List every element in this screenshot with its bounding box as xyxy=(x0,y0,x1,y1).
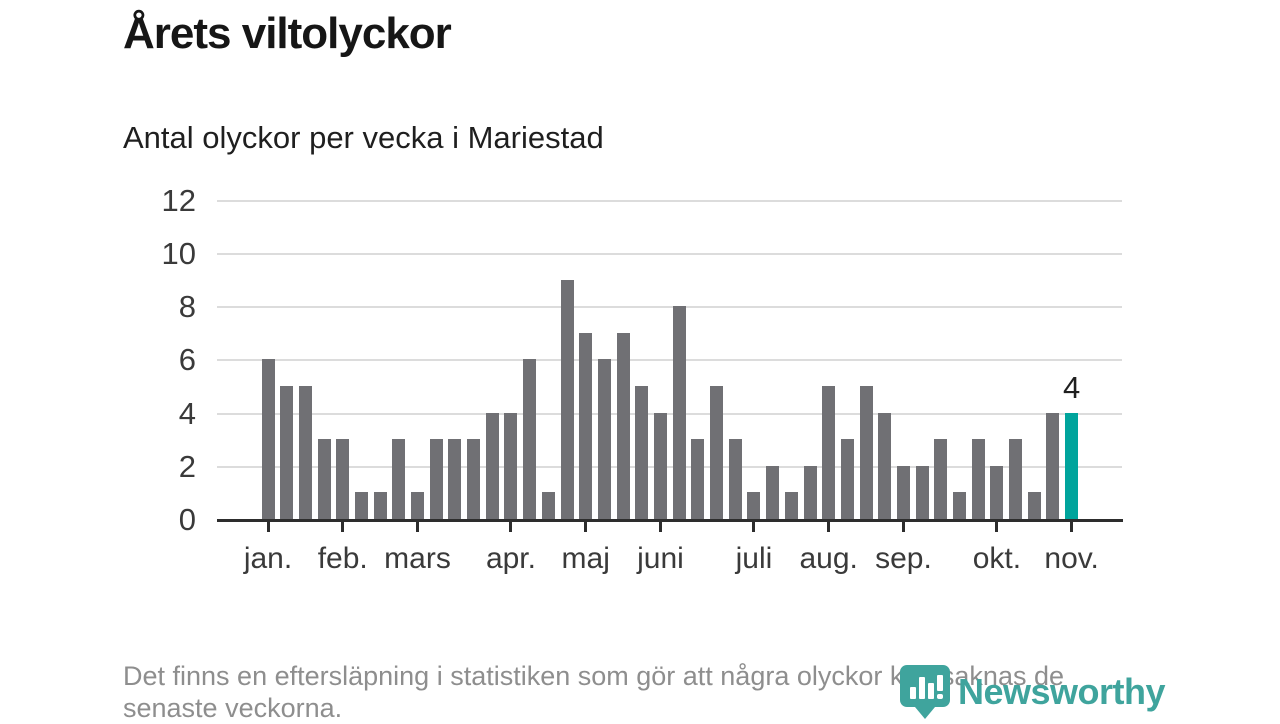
bar-week xyxy=(579,332,593,519)
x-tick-apr. xyxy=(509,522,513,532)
x-axis-label-okt.: okt. xyxy=(972,542,1022,575)
y-axis-label-12: 12 xyxy=(161,182,196,218)
footnote-line-2: senaste veckorna. xyxy=(123,693,343,723)
x-tick-nov. xyxy=(1070,522,1074,532)
gridline-y-12 xyxy=(217,199,1122,202)
bar-week xyxy=(953,492,967,519)
bar-chart-plot-area xyxy=(217,199,1123,532)
bar-week xyxy=(485,412,499,519)
gridline-y-2 xyxy=(217,465,1122,468)
gridline-y-4 xyxy=(217,412,1122,415)
bar-week xyxy=(672,306,686,519)
bar-week xyxy=(934,439,948,519)
bar-week xyxy=(373,492,387,519)
y-axis-label-2: 2 xyxy=(178,448,196,484)
x-axis-label-nov.: nov. xyxy=(1044,542,1099,575)
bar-week xyxy=(691,439,705,519)
x-axis-label-juli: juli xyxy=(735,542,773,575)
x-tick-sep. xyxy=(901,522,905,532)
bar-week xyxy=(635,386,649,519)
bar-week xyxy=(280,386,294,519)
page-title: Årets viltolyckor xyxy=(123,9,452,58)
x-tick-mars xyxy=(416,522,420,532)
x-axis-label-apr.: apr. xyxy=(485,542,536,575)
bar-week xyxy=(448,439,462,519)
bar-week xyxy=(523,359,537,519)
bar-week xyxy=(766,465,780,519)
bar-week xyxy=(915,465,929,519)
bar-week xyxy=(1027,492,1041,519)
x-axis-label-aug.: aug. xyxy=(799,542,858,575)
bar-week xyxy=(336,439,350,519)
bar-week-highlighted xyxy=(1065,412,1079,519)
newsworthy-logo-text: Newsworthy xyxy=(958,671,1166,712)
bar-week xyxy=(822,386,836,519)
x-tick-juni xyxy=(658,522,662,532)
bar-week xyxy=(710,386,724,519)
bar-week xyxy=(784,492,798,519)
x-axis-label-mars: mars xyxy=(384,542,451,575)
bar-week xyxy=(803,465,817,519)
bar-week xyxy=(653,412,667,519)
bar-week xyxy=(840,439,854,519)
bar-week xyxy=(1046,412,1060,519)
bar-week xyxy=(728,439,742,519)
y-axis-label-4: 4 xyxy=(178,395,196,431)
chart-subtitle: Antal olyckor per vecka i Mariestad xyxy=(123,120,604,155)
gridline-y-10 xyxy=(217,253,1122,255)
x-tick-feb. xyxy=(341,522,345,532)
x-tick-maj xyxy=(584,522,588,532)
x-axis-line xyxy=(217,519,1123,522)
x-axis-label-feb.: feb. xyxy=(317,542,368,575)
bar-week xyxy=(541,492,555,519)
bar-week xyxy=(467,439,481,519)
bar-week xyxy=(859,386,873,519)
x-axis-label-juni: juni xyxy=(637,542,684,575)
x-tick-aug. xyxy=(827,522,831,532)
highlight-value-label: 4 xyxy=(1063,369,1081,405)
bar-week xyxy=(747,492,761,519)
bar-week xyxy=(504,412,518,519)
y-axis-label-0: 0 xyxy=(178,502,196,537)
bar-week xyxy=(429,439,443,519)
bar-week xyxy=(878,412,892,519)
x-tick-okt. xyxy=(995,522,999,532)
bar-week xyxy=(298,386,312,519)
gridline-y-6 xyxy=(217,359,1122,362)
bar-week xyxy=(354,492,368,519)
y-axis-label-6: 6 xyxy=(178,342,196,378)
bar-week xyxy=(896,465,910,519)
bar-week xyxy=(597,359,611,519)
bar-week xyxy=(1009,439,1023,519)
x-tick-juli xyxy=(752,522,756,532)
bar-week xyxy=(411,492,425,519)
x-tick-jan. xyxy=(266,522,270,532)
x-axis-label-sep.: sep. xyxy=(875,542,932,575)
bar-week xyxy=(616,332,630,519)
bar-week xyxy=(317,439,331,519)
newsworthy-logo: Newsworthy xyxy=(899,664,1166,720)
y-axis-label-8: 8 xyxy=(178,289,196,325)
newsworthy-bubble-chart-icon xyxy=(900,665,950,719)
bar-week xyxy=(560,279,574,519)
bar-week xyxy=(392,439,406,519)
gridline-y-8 xyxy=(217,306,1122,309)
bar-week xyxy=(971,439,985,519)
x-axis-label-maj: maj xyxy=(561,542,610,575)
y-axis-label-10: 10 xyxy=(161,236,196,271)
x-axis-label-jan.: jan. xyxy=(243,542,293,575)
bar-week xyxy=(261,359,275,519)
bar-week xyxy=(990,465,1004,519)
